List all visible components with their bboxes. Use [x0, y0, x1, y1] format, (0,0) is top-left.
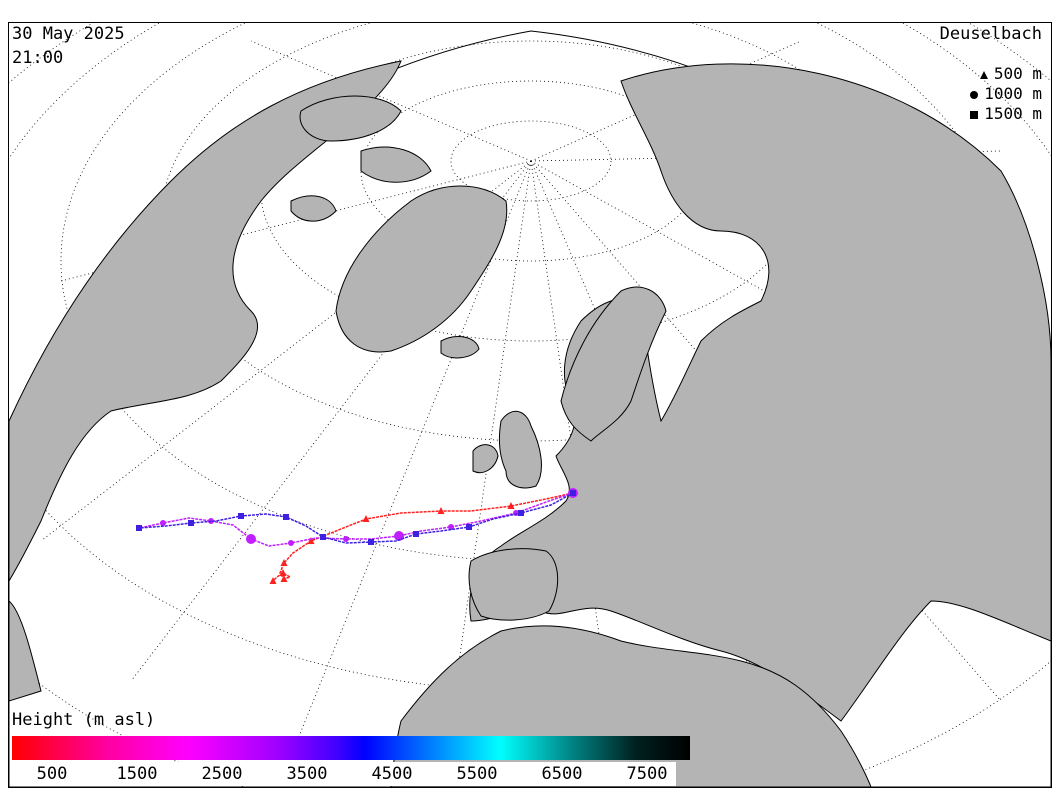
iberia [468, 548, 559, 621]
greenland [335, 185, 508, 353]
trajectory-marker [238, 513, 244, 519]
trajectory-marker [269, 577, 277, 584]
trajectory-marker [283, 514, 289, 520]
colorbar [12, 736, 690, 760]
trajectory-marker [448, 524, 454, 530]
trajectory-marker [188, 520, 194, 526]
scandinavia [560, 286, 667, 442]
trajectory-marker [280, 575, 288, 582]
arctic-islands [299, 95, 402, 142]
colorbar-ticks: 500 1500 2500 3500 4500 5500 6500 7500 [12, 762, 676, 786]
trajectory-marker [160, 520, 166, 526]
trajectory-marker [362, 515, 370, 522]
colorbar-tick: 2500 [201, 764, 243, 784]
map-frame [8, 22, 1052, 788]
trajectory-marker [368, 539, 374, 545]
trajectory-marker [280, 559, 288, 566]
trajectory-marker [570, 490, 576, 496]
square-icon [970, 110, 979, 119]
trajectory-marker [466, 524, 472, 530]
station-name: Deuselbach [939, 24, 1042, 44]
map-canvas [9, 23, 1051, 787]
trajectory-line [138, 492, 574, 547]
trajectory-marker [307, 537, 315, 544]
trajectory-marker [343, 536, 349, 542]
time-label: 21:00 [12, 48, 64, 68]
circle-icon [970, 90, 979, 99]
trajectory-marker [288, 540, 294, 546]
colorbar-tick: 6500 [541, 764, 583, 784]
ireland [472, 444, 499, 474]
land [9, 60, 1051, 787]
trajectories [136, 488, 578, 584]
trajectory-marker [136, 525, 142, 531]
colorbar-tick: 1500 [116, 764, 158, 784]
great-britain [498, 411, 542, 489]
north-america [9, 60, 402, 582]
trajectory-marker [437, 507, 445, 514]
eurasia [469, 63, 1051, 722]
trajectory-marker [246, 534, 256, 544]
date-label: 30 May 2025 [12, 24, 125, 44]
legend-label: 1000 m [984, 84, 1042, 103]
colorbar-tick: 500 [36, 764, 68, 784]
colorbar-tick: 7500 [626, 764, 668, 784]
colorbar-title: Height (m asl) [12, 710, 156, 730]
legend-item-1000: 1000 m [951, 64, 1042, 104]
triangle-icon [979, 70, 988, 79]
trajectory-marker [413, 531, 419, 537]
legend-label: 500 m [993, 64, 1042, 83]
legend-item-1500: 1500 m [951, 84, 1042, 124]
iceland [440, 336, 480, 359]
legend-item-500: 500 m [961, 44, 1042, 84]
legend-label: 1500 m [984, 104, 1042, 123]
colorbar-tick: 4500 [371, 764, 413, 784]
colorbar-tick: 5500 [456, 764, 498, 784]
trajectory-marker [279, 569, 287, 576]
trajectory-marker [320, 534, 326, 540]
trajectory-marker [507, 502, 515, 509]
trajectory-marker [518, 510, 524, 516]
trajectory-line [138, 492, 574, 544]
colorbar-tick: 3500 [286, 764, 328, 784]
